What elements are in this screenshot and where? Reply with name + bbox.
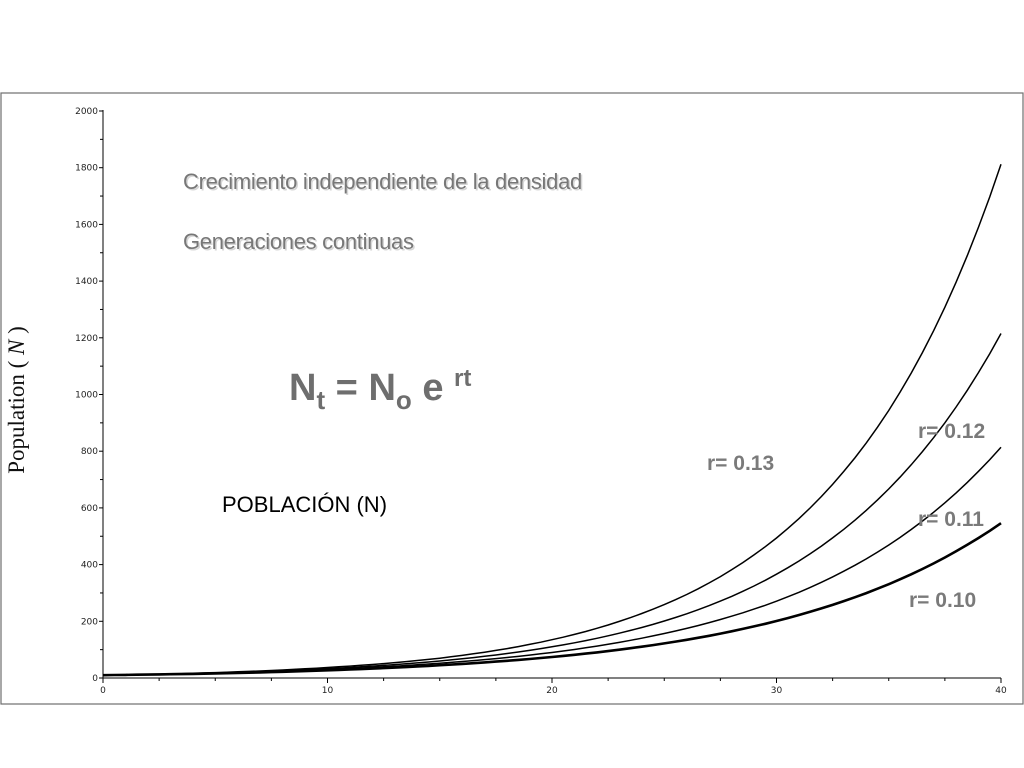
chart-title-shadow: Crecimiento independiente de la densidad xyxy=(185,171,584,196)
y-tick-label: 0 xyxy=(92,674,98,684)
y-tick-label: 600 xyxy=(81,504,98,514)
y-tick-label: 1800 xyxy=(75,164,98,174)
series-label-r012: r= 0.12 xyxy=(918,420,985,443)
formula: Nt = No e rt xyxy=(289,365,471,415)
y-tick-label: 1200 xyxy=(75,334,98,344)
y-tick-label: 800 xyxy=(81,447,98,457)
y-tick-label: 400 xyxy=(81,561,98,571)
axis-ticks: 0 200 400 600 800 1000 1200 1400 1600 1800 2000 0 10… xyxy=(75,107,1007,696)
poblacion-label: POBLACIÓN (N) xyxy=(222,492,387,517)
y-tick-label: 1600 xyxy=(75,220,98,230)
y-axis-label: Population ( N ) xyxy=(4,326,29,474)
series-line-4 xyxy=(102,522,1002,677)
series-label-r013: r= 0.13 xyxy=(707,452,774,475)
chart-subtitle: Generaciones continuas xyxy=(183,229,414,254)
x-tick-label: 10 xyxy=(322,686,334,696)
series-label-r011: r= 0.11 xyxy=(918,508,984,531)
x-tick-label: 30 xyxy=(771,686,783,696)
y-tick-label: 200 xyxy=(81,617,98,627)
series-lines xyxy=(102,164,1002,677)
x-tick-label: 0 xyxy=(100,686,106,696)
chart-title: Crecimiento independiente de la densidad xyxy=(183,169,582,194)
chart-subtitle-shadow: Generaciones continuas xyxy=(185,231,416,256)
y-tick-label: 2000 xyxy=(75,107,98,117)
x-tick-label: 40 xyxy=(995,686,1007,696)
x-tick-label: 20 xyxy=(546,686,558,696)
plot-frame xyxy=(0,92,1024,705)
series-label-r010: r= 0.10 xyxy=(909,589,976,612)
y-tick-label: 1000 xyxy=(75,391,98,401)
y-tick-label: 1400 xyxy=(75,277,98,287)
